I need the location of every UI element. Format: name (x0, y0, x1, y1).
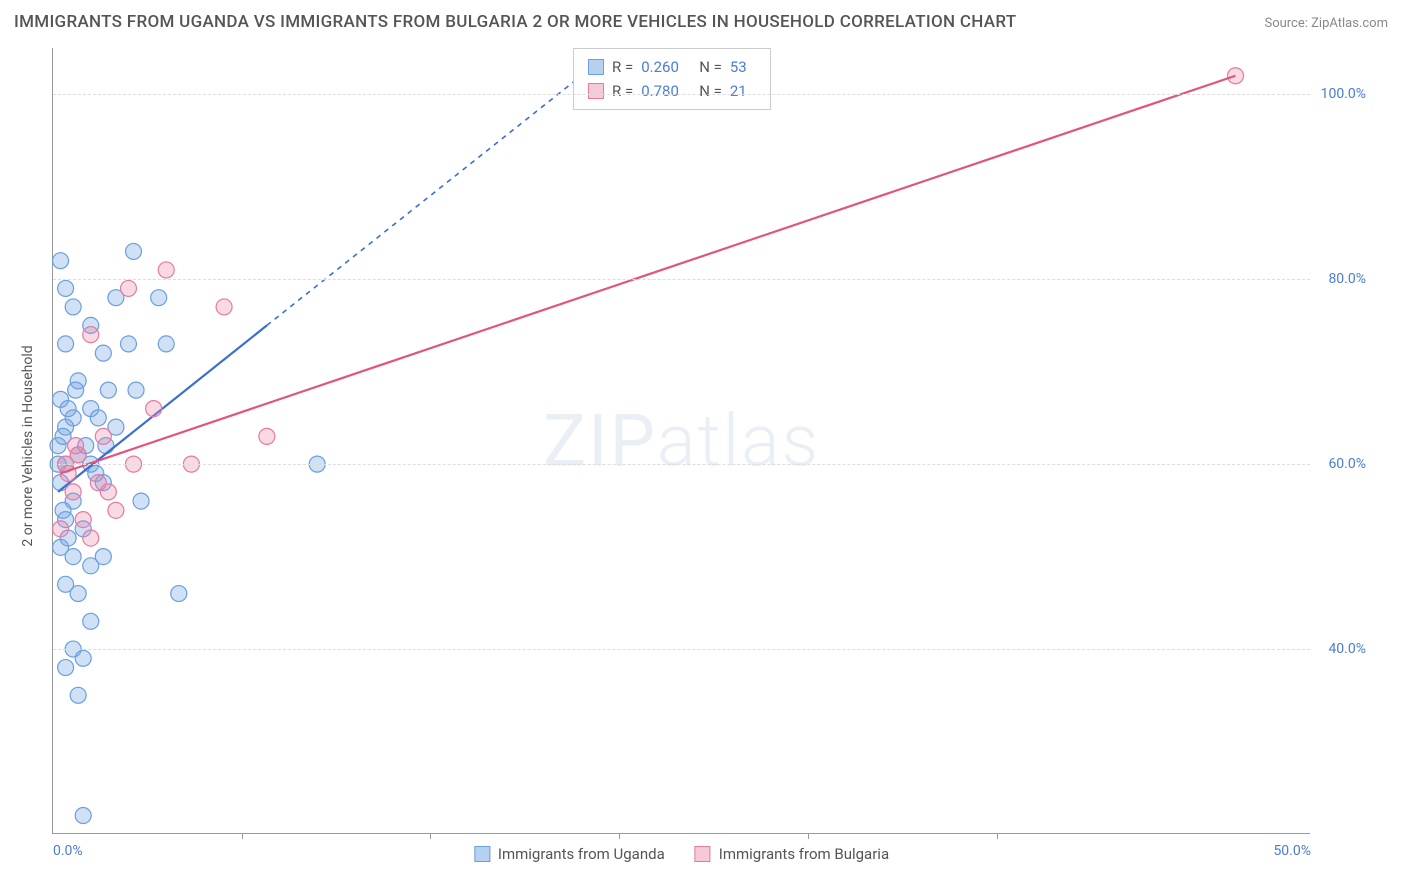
y-tick-label: 60.0% (1328, 456, 1366, 472)
scatter-point (133, 493, 149, 509)
scatter-point (120, 336, 136, 352)
scatter-point (58, 660, 74, 676)
x-tick (997, 833, 998, 839)
y-tick-label: 40.0% (1328, 641, 1366, 657)
x-tick-label: 50.0% (1273, 843, 1311, 859)
scatter-point (75, 650, 91, 666)
stats-legend: R = 0.260 N = 53 R = 0.780 N = 21 (573, 48, 771, 110)
n-value: 21 (730, 79, 756, 103)
gridline (53, 94, 1310, 95)
scatter-point (70, 687, 86, 703)
r-value: 0.260 (641, 55, 691, 79)
scatter-point (128, 382, 144, 398)
gridline (53, 279, 1310, 280)
scatter-point (55, 502, 71, 518)
series-legend-item: Immigrants from Uganda (474, 845, 665, 863)
scatter-point (100, 382, 116, 398)
scatter-point (120, 280, 136, 296)
scatter-point (90, 410, 106, 426)
series-name: Immigrants from Uganda (498, 845, 665, 863)
scatter-point (58, 280, 74, 296)
scatter-point (83, 530, 99, 546)
scatter-point (83, 613, 99, 629)
x-tick-label: 0.0% (53, 843, 83, 859)
scatter-point (53, 253, 69, 269)
y-tick-label: 100.0% (1321, 86, 1366, 102)
scatter-point (58, 336, 74, 352)
n-label: N = (699, 79, 722, 103)
scatter-point (65, 549, 81, 565)
r-label: R = (612, 55, 633, 79)
r-value: 0.780 (641, 79, 691, 103)
scatter-point (100, 484, 116, 500)
series-legend-item: Immigrants from Bulgaria (695, 845, 889, 863)
chart-title: IMMIGRANTS FROM UGANDA VS IMMIGRANTS FRO… (14, 12, 1016, 32)
gridline (53, 464, 1310, 465)
x-tick (242, 833, 243, 839)
scatter-point (158, 336, 174, 352)
legend-swatch (588, 59, 604, 75)
scatter-point (95, 345, 111, 361)
series-name: Immigrants from Bulgaria (719, 845, 889, 863)
plot-svg (53, 48, 1310, 833)
scatter-point (259, 428, 275, 444)
scatter-point (95, 549, 111, 565)
scatter-point (75, 512, 91, 528)
scatter-point (68, 438, 84, 454)
scatter-point (108, 502, 124, 518)
r-label: R = (612, 79, 633, 103)
scatter-point (75, 808, 91, 824)
scatter-point (65, 299, 81, 315)
legend-swatch (695, 846, 711, 862)
scatter-point (151, 290, 167, 306)
scatter-point (53, 521, 69, 537)
scatter-point (158, 262, 174, 278)
scatter-point (95, 428, 111, 444)
legend-swatch (588, 83, 604, 99)
n-value: 53 (730, 55, 756, 79)
scatter-point (171, 586, 187, 602)
bottom-legend: Immigrants from Uganda Immigrants from Bu… (474, 845, 889, 863)
x-tick (808, 833, 809, 839)
scatter-point (68, 382, 84, 398)
scatter-point (65, 484, 81, 500)
scatter-point (146, 401, 162, 417)
scatter-point (83, 327, 99, 343)
x-tick (430, 833, 431, 839)
x-tick (619, 833, 620, 839)
scatter-point (60, 401, 76, 417)
legend-swatch (474, 846, 490, 862)
y-axis-label: 2 or more Vehicles in Household (20, 345, 36, 546)
scatter-point (126, 243, 142, 259)
scatter-point (216, 299, 232, 315)
source-attribution: Source: ZipAtlas.com (1264, 16, 1388, 31)
legend-row: R = 0.260 N = 53 (588, 55, 756, 79)
gridline (53, 649, 1310, 650)
scatter-point (70, 586, 86, 602)
n-label: N = (699, 55, 722, 79)
plot-area: ZIPatlas R =0.260N =53R =0.780N =21 Immi… (52, 48, 1310, 834)
regression-line-dashed (267, 76, 582, 326)
legend-row: R = 0.780 N = 21 (588, 79, 756, 103)
y-tick-label: 80.0% (1328, 271, 1366, 287)
regression-line (61, 76, 1236, 474)
